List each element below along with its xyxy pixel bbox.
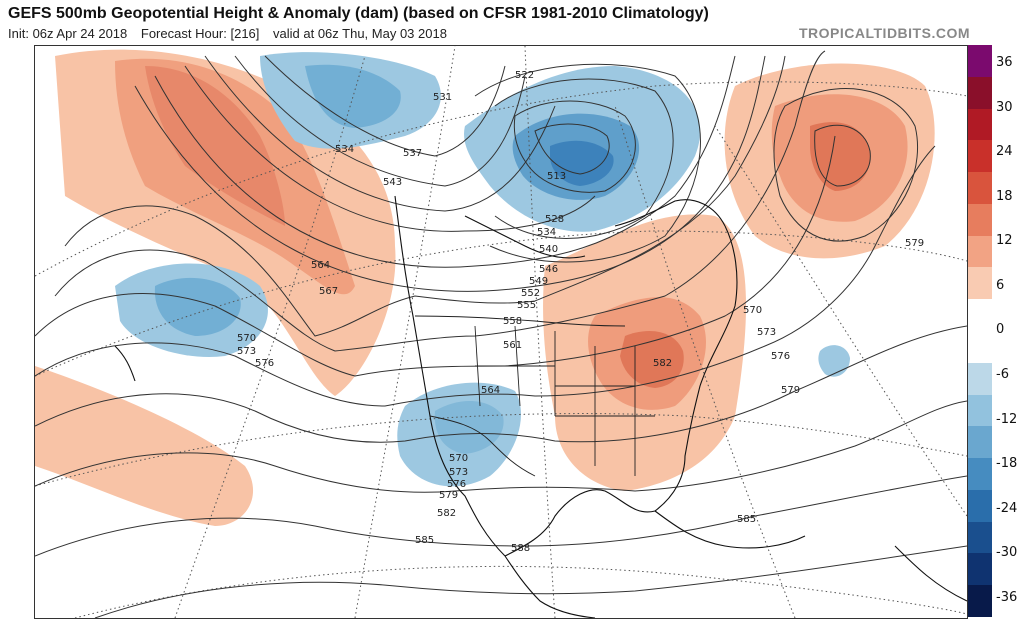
colorbar-segment bbox=[968, 426, 992, 459]
colorbar-label: 6 bbox=[996, 277, 1005, 293]
coastlines bbox=[114, 195, 967, 618]
colorbar-label: -6 bbox=[996, 367, 1009, 383]
colorbar-label: -36 bbox=[996, 589, 1018, 605]
contour-label: 564 bbox=[311, 260, 330, 271]
height-contours bbox=[35, 50, 967, 618]
colorbar-segment bbox=[968, 585, 992, 618]
colorbar-segment bbox=[968, 108, 992, 141]
graticule bbox=[35, 46, 967, 618]
init-time: Init: 06z Apr 24 2018 bbox=[8, 26, 128, 41]
map-panel: 522 513 528 531 534 534 537 540 543 546 … bbox=[34, 45, 968, 619]
contour-label: 582 bbox=[653, 358, 672, 369]
colorbar-segment bbox=[968, 521, 992, 554]
contour-label: 582 bbox=[437, 508, 456, 519]
brand-watermark[interactable]: TROPICALTIDBITS.COM bbox=[798, 25, 970, 41]
contour-label: 534 bbox=[335, 144, 354, 155]
anomaly-ne-pacific-core2 bbox=[145, 66, 285, 226]
contour-label: 513 bbox=[547, 171, 566, 182]
contour-label: 552 bbox=[521, 288, 540, 299]
colorbar-segment bbox=[968, 267, 992, 300]
colorbar-label: 36 bbox=[996, 55, 1013, 70]
colorbar-label: -24 bbox=[996, 500, 1018, 516]
contour-label: 549 bbox=[529, 276, 548, 287]
anomaly-southwest-us-core bbox=[434, 400, 504, 454]
contour-label: 564 bbox=[481, 385, 500, 396]
colorbar-label: -12 bbox=[996, 411, 1018, 427]
contour-label: 576 bbox=[447, 479, 466, 490]
anomaly-gulf-of-alaska-core bbox=[305, 64, 401, 128]
contour-label: 579 bbox=[905, 238, 924, 249]
anomaly-subtropical-pacific bbox=[35, 366, 254, 526]
contour-label: 579 bbox=[439, 490, 458, 501]
contour-label: 588 bbox=[511, 543, 530, 554]
colorbar-segment bbox=[968, 172, 992, 205]
contour-label: 540 bbox=[539, 244, 558, 255]
contour-label: 561 bbox=[503, 340, 522, 351]
colorbar-segment bbox=[968, 553, 992, 586]
colorbar-segment bbox=[968, 235, 992, 268]
contour-label: 522 bbox=[515, 70, 534, 81]
contour-label: 570 bbox=[237, 333, 256, 344]
positive-anomalies bbox=[35, 49, 935, 526]
contour-label: 558 bbox=[503, 316, 522, 327]
contour-label: 531 bbox=[433, 92, 452, 103]
map-canvas: 522 513 528 531 534 534 537 540 543 546 … bbox=[35, 46, 967, 618]
contour-label: 534 bbox=[537, 227, 556, 238]
colorbar-segment bbox=[968, 458, 992, 491]
contour-label: 585 bbox=[737, 514, 756, 525]
forecast-hour: Forecast Hour: [216] bbox=[140, 26, 260, 41]
colorbar bbox=[968, 45, 992, 618]
contour-label: 543 bbox=[383, 177, 402, 188]
anomaly-north-atlantic-core2 bbox=[810, 122, 871, 191]
contour-labels: 522 513 528 531 534 534 537 540 543 546 … bbox=[237, 70, 924, 554]
contour-label: 576 bbox=[771, 351, 790, 362]
contour-label: 555 bbox=[517, 300, 536, 311]
colorbar-label: 0 bbox=[996, 322, 1005, 338]
contour-label: 573 bbox=[757, 327, 776, 338]
colorbar-segment bbox=[968, 203, 992, 237]
contour-label: 579 bbox=[781, 385, 800, 396]
contour-label: 573 bbox=[237, 346, 256, 357]
colorbar-label: -30 bbox=[996, 545, 1018, 561]
run-info: Init: 06z Apr 24 2018 Forecast Hour: [21… bbox=[8, 26, 457, 41]
anomaly-hudson-bay-core2 bbox=[550, 140, 614, 186]
contour-label: 576 bbox=[255, 358, 274, 369]
valid-time: valid at 06z Thu, May 03 2018 bbox=[273, 26, 447, 41]
contour-label: 546 bbox=[539, 264, 558, 275]
colorbar-segment bbox=[968, 489, 992, 523]
colorbar-segment bbox=[968, 45, 992, 78]
political-borders bbox=[414, 315, 655, 477]
colorbar-segment bbox=[968, 76, 992, 110]
colorbar-segment bbox=[968, 362, 992, 396]
negative-anomalies bbox=[115, 52, 850, 487]
colorbar-segment bbox=[968, 140, 992, 173]
contour-label: 573 bbox=[449, 467, 468, 478]
contour-label: 528 bbox=[545, 214, 564, 225]
colorbar-segment bbox=[968, 299, 992, 332]
contour-label: 567 bbox=[319, 286, 338, 297]
colorbar-label: 30 bbox=[996, 99, 1013, 115]
colorbar-segment bbox=[968, 331, 992, 364]
contour-label: 570 bbox=[743, 305, 762, 316]
colorbar-label: 12 bbox=[996, 233, 1013, 249]
contour-label: 585 bbox=[415, 535, 434, 546]
colorbar-label: 18 bbox=[996, 188, 1013, 204]
colorbar-segment bbox=[968, 394, 992, 427]
anomaly-atlantic-small bbox=[818, 345, 850, 377]
colorbar-label: -18 bbox=[996, 456, 1018, 472]
anomaly-north-pacific-low-core bbox=[154, 277, 241, 336]
colorbar-label: 24 bbox=[996, 144, 1013, 160]
contour-label: 537 bbox=[403, 148, 422, 159]
contour-label: 570 bbox=[449, 453, 468, 464]
map-title: GEFS 500mb Geopotential Height & Anomaly… bbox=[8, 5, 709, 22]
